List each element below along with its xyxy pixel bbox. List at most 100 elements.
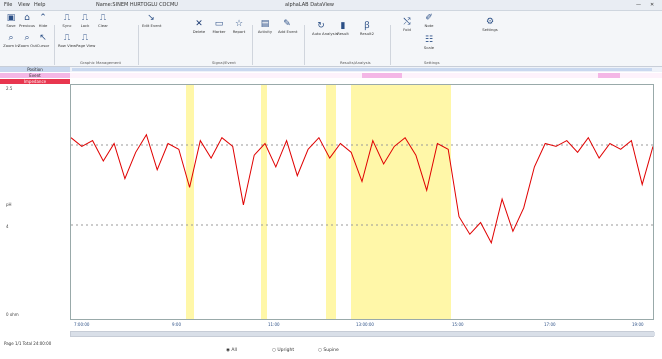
hide-button[interactable]: ⌃ Hide [34,13,52,28]
x-tick: 17:00 [544,322,556,327]
group-settings: Settings [424,60,440,65]
radio-upright[interactable]: ○ Upright [272,348,295,353]
add-event-icon: ✎ [283,19,291,29]
ph-chart[interactable] [70,84,654,320]
previous-icon: ⌂ [24,13,30,23]
ph-series [70,133,654,245]
page-view-icon: ⎍ [81,33,89,43]
divider [252,25,253,65]
ribbon-toolbar: ▣ Save ⌂ Previous ⌃ Hide ⌕ Zoom In ⌕ Zoom Out… [0,11,662,67]
yellow-region [326,85,336,319]
result2-icon: ꞵ [364,21,370,31]
ph-chart-svg [70,85,654,319]
page-view-button[interactable]: ⎍ Page View [76,33,96,48]
previous-button[interactable]: ⌂ Previous [18,13,36,28]
group-signal: Signal/Event [212,60,236,65]
edit-event-button[interactable]: ↘ Edit Event [142,13,162,28]
radio-supine[interactable]: ○ Supine [318,348,339,353]
fold-button[interactable]: ⤭ Fold [398,17,416,32]
divider [304,25,305,65]
patient-name: Name:SINEM HURTOGLU COCMU [96,2,178,8]
minimize-button[interactable]: — [636,2,641,8]
report-button[interactable]: ☆ Report [230,19,248,34]
yellow-region [186,85,194,319]
zoom-out-button[interactable]: ⌕ Zoom Out [18,33,38,48]
zoom-in-icon: ⌕ [8,33,14,43]
y-tick-top: 2.5 [6,86,13,91]
row-view-button[interactable]: ⎍ Row View [58,33,77,48]
close-button[interactable]: ✕ [650,2,655,8]
x-tick: 7:00:00 [74,322,90,327]
ph-line [70,133,654,245]
clear-icon: ⎍ [99,13,107,23]
radio-all[interactable]: ◉ All [226,348,237,353]
status-text: Page 1/1 Total 24:00:00 [4,341,52,346]
y-axis-label: pH [6,202,12,207]
event-bar [362,73,402,78]
menu-help[interactable]: Help [34,2,46,8]
y-axis: 2.5 pH 4 0 ohm [0,84,71,320]
lock-icon: ⎍ [81,13,89,23]
menu-view[interactable]: View [18,2,30,8]
result-icon: ▮ [340,21,346,31]
lock-button[interactable]: ⎍ Lock [76,13,94,28]
y-tick-mid: 4 [6,224,9,229]
scale-icon: ☷ [424,35,434,45]
delete-icon: ✕ [195,19,203,29]
app-title: alphaLAB DataView [285,2,335,8]
menu-file[interactable]: File [4,2,13,8]
event-label: Event [0,73,70,78]
report-icon: ☆ [234,19,244,29]
save-button[interactable]: ▣ Save [2,13,20,28]
marker-button[interactable]: ▭ Marker [210,19,228,34]
settings-button[interactable]: ⚙ Settings [478,17,502,32]
edit-event-icon: ↘ [147,13,155,23]
note-button[interactable]: ✐ Note [420,13,438,28]
x-tick: 9:00 [172,322,181,327]
yellow-region [261,85,267,319]
impedance-label: Impedance [0,79,70,84]
x-tick: 19:00 [632,322,644,327]
sync-icon: ⎍ [63,13,71,23]
group-graphic: Graphic Management [80,60,122,65]
scroll-thumb[interactable] [71,332,655,336]
clear-button[interactable]: ⎍ Clear [94,13,112,28]
group-results: Results/Analysis [340,60,371,65]
marker-icon: ▭ [214,19,224,29]
activity-icon: ▤ [260,19,270,29]
gear-icon: ⚙ [485,17,495,27]
result2-button[interactable]: ꞵ Result2 [359,21,375,36]
position-lane: Position [0,67,662,72]
menu-bar: File View Help Name:SINEM HURTOGLU COCMU… [0,0,662,11]
event-lane: Event [0,73,662,78]
impedance-lane: Impedance [0,79,662,84]
scale-button[interactable]: ☷ Scale [420,35,438,50]
event-bar [598,73,620,78]
divider [138,25,139,65]
row-view-icon: ⎍ [63,33,71,43]
y-tick-bottom: 0 ohm [6,312,19,317]
note-icon: ✐ [425,13,433,23]
auto-analysis-button[interactable]: ↻ Auto Analysis [312,21,338,36]
cursor-icon: ↖ [39,33,47,43]
hide-icon: ⌃ [39,13,47,23]
x-tick: 13:00:00 [356,322,374,327]
divider [390,25,391,65]
activity-button[interactable]: ▤ Activity [257,19,273,34]
sync-button[interactable]: ⎍ Sync [58,13,76,28]
cursor-button[interactable]: ↖ Cursor [34,33,52,48]
delete-button[interactable]: ✕ Delete [190,19,208,34]
x-tick: 11:00 [268,322,280,327]
save-icon: ▣ [6,13,16,23]
auto-analysis-icon: ↻ [317,21,325,31]
yellow-region [351,85,451,319]
position-bar [72,68,652,71]
time-scrollbar[interactable] [70,331,655,337]
x-tick: 15:00 [452,322,464,327]
zoom-out-icon: ⌕ [24,33,30,43]
zoom-in-button[interactable]: ⌕ Zoom In [3,33,19,48]
result-button[interactable]: ▮ Result [334,21,352,36]
divider [54,25,55,65]
add-event-button[interactable]: ✎ Add Event [278,19,298,34]
position-label: Position [0,67,70,72]
